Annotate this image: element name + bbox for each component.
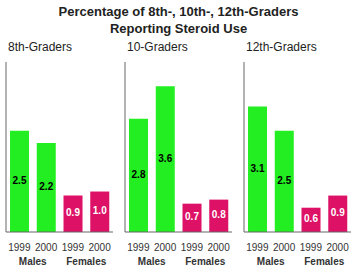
html-text:12th-Graders: 12th-Graders [246, 40, 317, 54]
svg-text:1999: 1999 [181, 242, 204, 253]
svg-text:0.7: 0.7 [185, 211, 199, 222]
svg-text:2000: 2000 [35, 242, 58, 253]
svg-text:Females: Females [66, 256, 106, 266]
svg-text:1999: 1999 [246, 242, 269, 253]
svg-text:2.2: 2.2 [39, 181, 53, 192]
svg-text:2000: 2000 [89, 242, 112, 253]
svg-text:3.6: 3.6 [158, 153, 172, 164]
svg-text:2000: 2000 [273, 242, 296, 253]
svg-text:Males: Males [19, 256, 47, 266]
html-text:8th-Graders: 8th-Graders [8, 40, 72, 54]
svg-text:0.9: 0.9 [331, 207, 345, 218]
svg-text:0.6: 0.6 [304, 213, 318, 224]
svg-text:Females: Females [304, 256, 344, 266]
svg-text:1999: 1999 [8, 242, 31, 253]
svg-text:0.8: 0.8 [212, 209, 226, 220]
svg-text:2.5: 2.5 [277, 175, 291, 186]
svg-text:1.0: 1.0 [93, 205, 107, 216]
svg-text:2.5: 2.5 [13, 175, 27, 186]
svg-text:2000: 2000 [154, 242, 177, 253]
svg-text:1999: 1999 [127, 242, 150, 253]
svg-text:3.1: 3.1 [251, 163, 265, 174]
html-text:Percentage of 8th-, 10th-, 12t: Percentage of 8th-, 10th-, 12th-Graders [58, 4, 299, 19]
html-text:Reporting Steroid Use: Reporting Steroid Use [109, 21, 248, 36]
svg-text:0.9: 0.9 [66, 207, 80, 218]
svg-text:1999: 1999 [300, 242, 323, 253]
svg-text:Males: Males [257, 256, 285, 266]
html-text:10-Graders: 10-Graders [127, 40, 188, 54]
svg-text:2.8: 2.8 [132, 169, 146, 180]
svg-text:Males: Males [138, 256, 166, 266]
svg-text:1999: 1999 [62, 242, 85, 253]
svg-text:Females: Females [185, 256, 225, 266]
svg-text:2000: 2000 [327, 242, 350, 253]
svg-text:2000: 2000 [208, 242, 231, 253]
